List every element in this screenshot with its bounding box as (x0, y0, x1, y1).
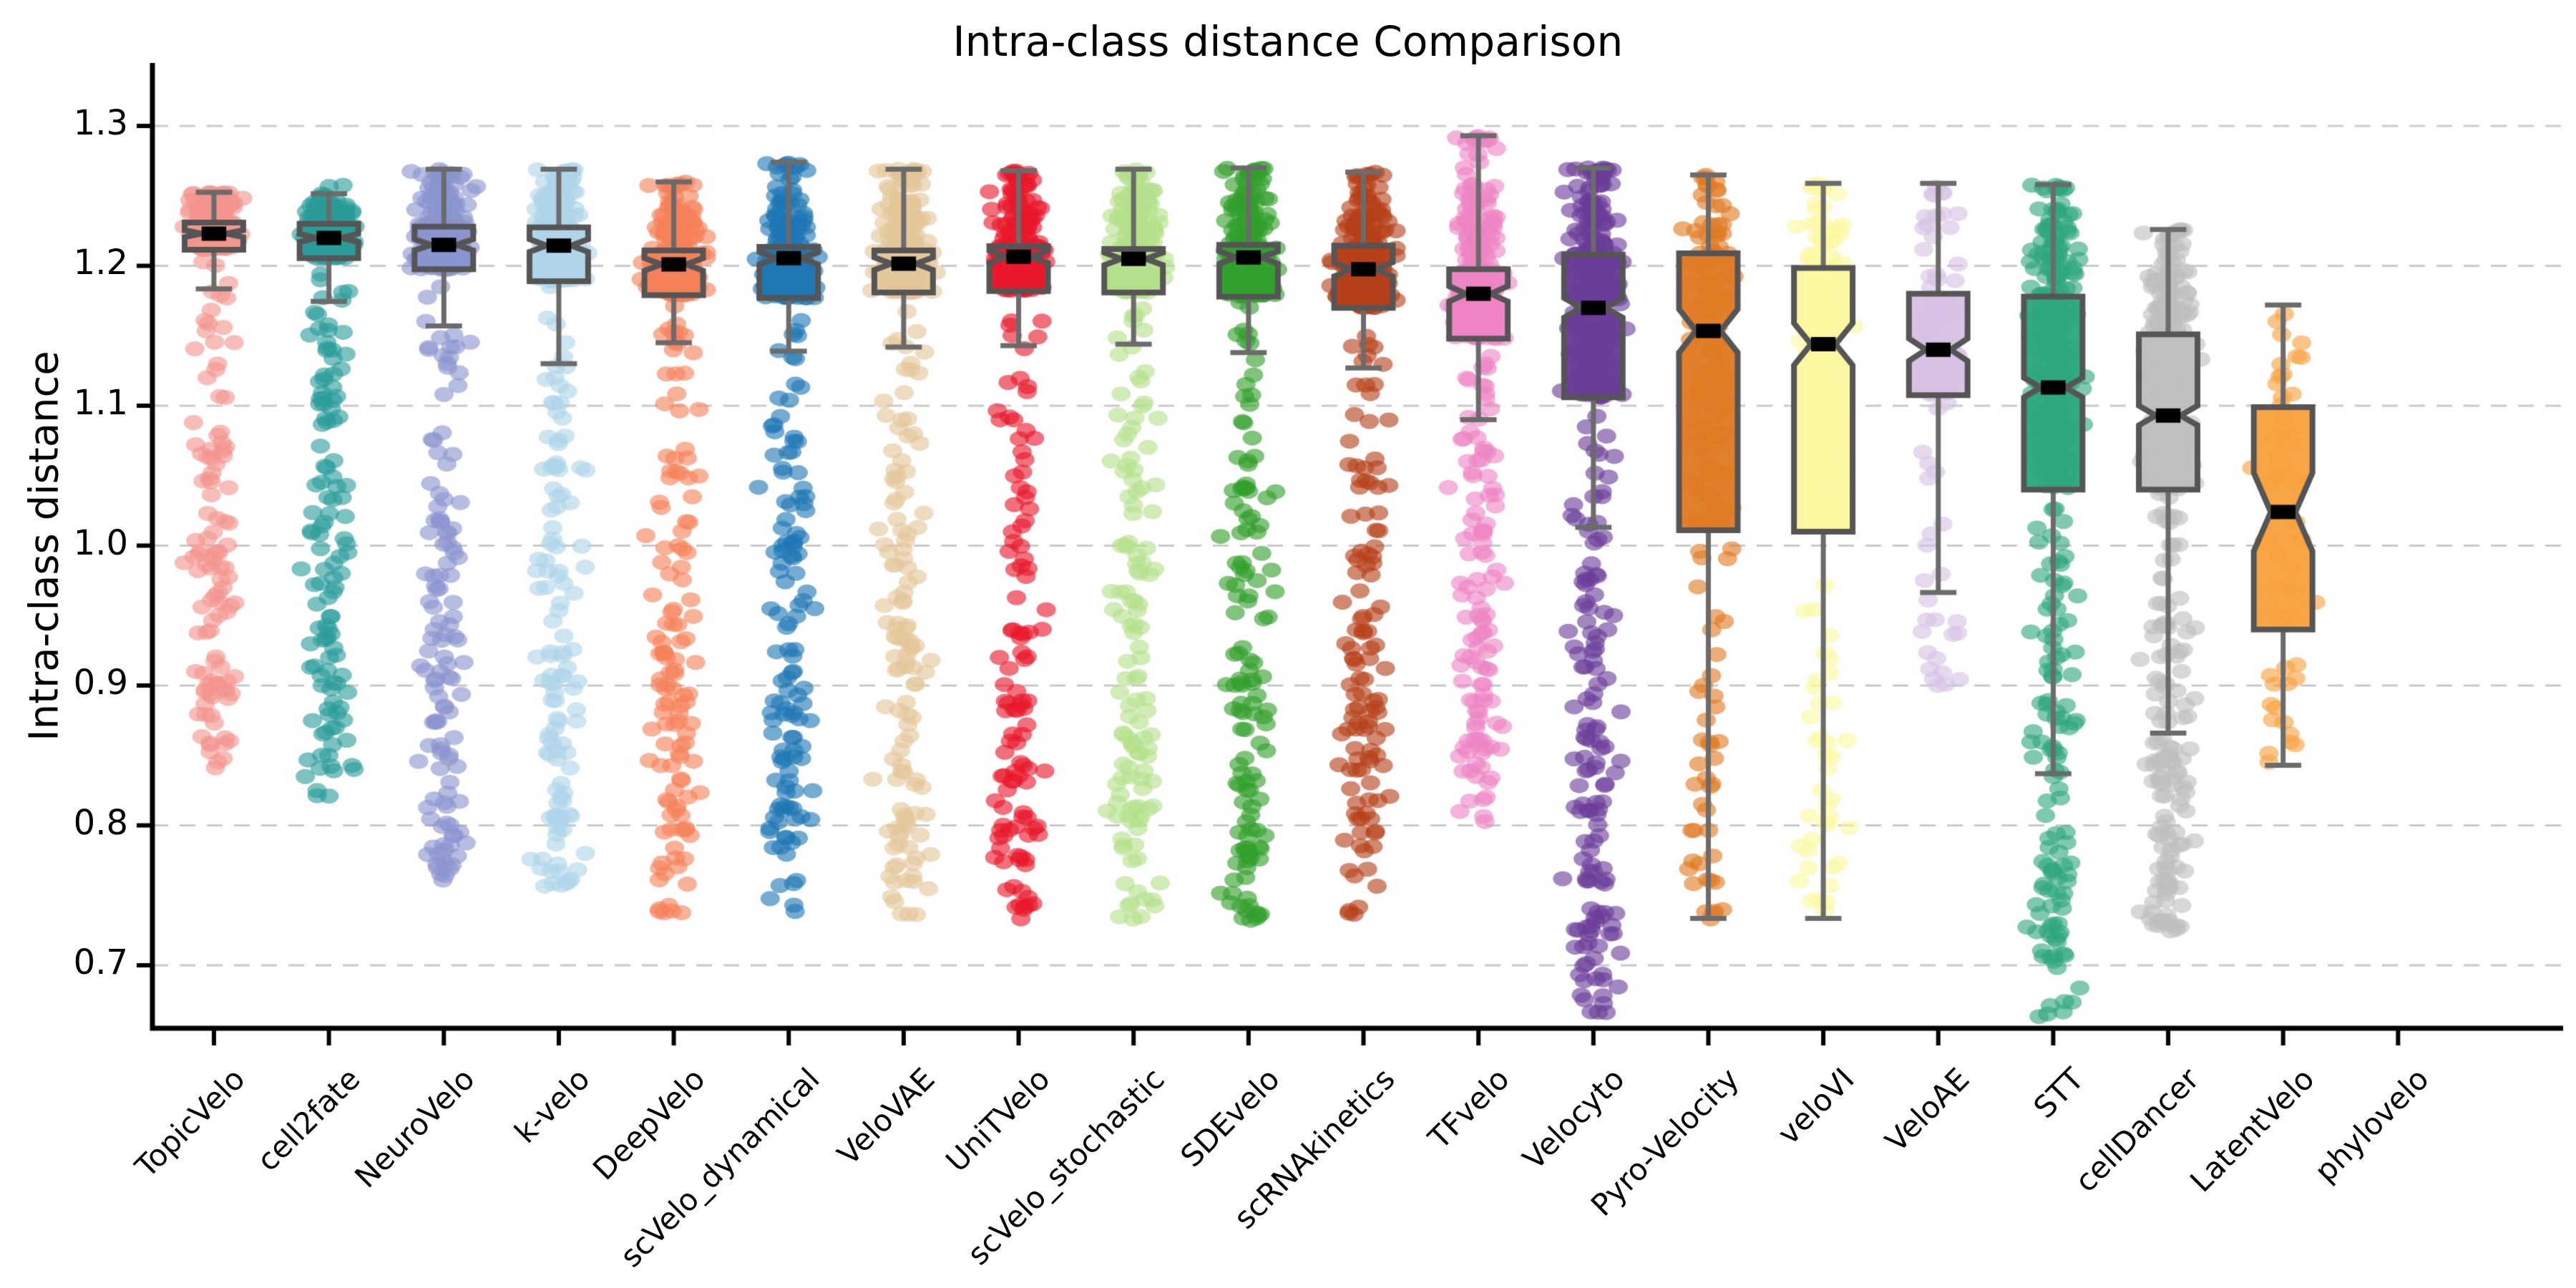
chart-title: Intra-class distance Comparison (952, 17, 1624, 66)
y-axis-title: Intra-class distance (21, 350, 68, 741)
y-tick-label: 0.8 (73, 802, 128, 843)
y-tick-label: 0.9 (73, 663, 128, 703)
y-tick-label: 1.1 (73, 382, 128, 423)
y-tick-label: 0.7 (73, 942, 128, 983)
y-tick-label: 1.2 (73, 243, 128, 283)
y-tick-label: 1.0 (73, 522, 128, 563)
y-tick-label: 1.3 (73, 102, 128, 143)
